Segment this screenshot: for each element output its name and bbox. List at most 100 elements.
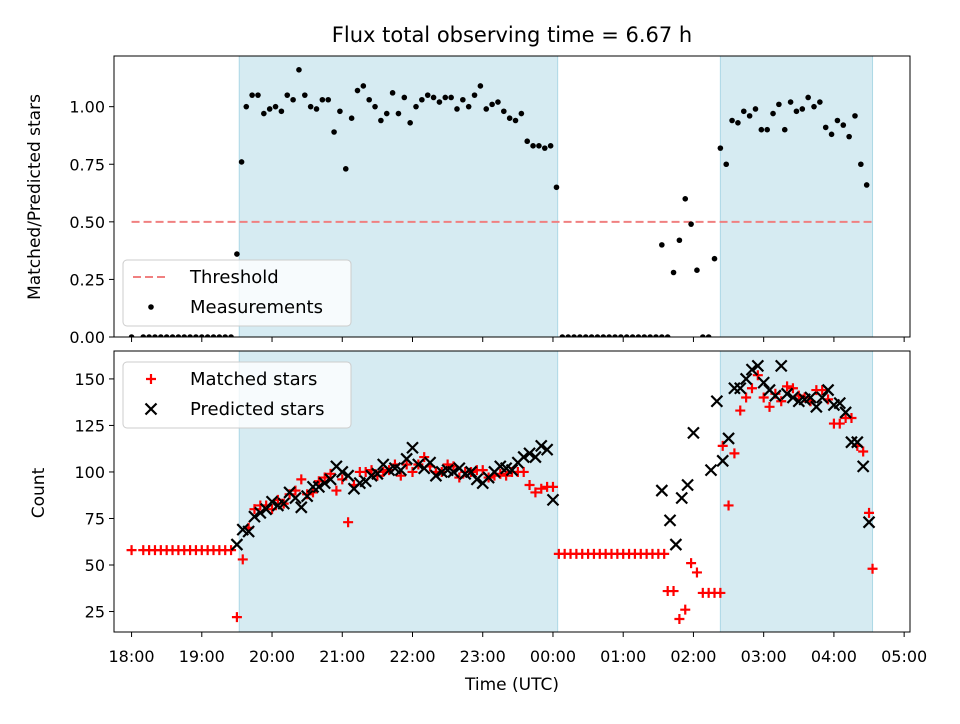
top-series-0-point-118 xyxy=(817,99,823,105)
top-series-0-point-55 xyxy=(454,106,460,112)
xtick-label-1: 19:00 xyxy=(179,647,225,666)
top-series-0-point-95 xyxy=(682,196,689,202)
top-series-0-point-73 xyxy=(559,334,566,337)
top-series-0-point-54 xyxy=(448,94,454,101)
top-series-0-point-76 xyxy=(577,334,583,337)
top-series-0-point-65 xyxy=(512,117,519,124)
xtick-label-0: 18:00 xyxy=(109,647,155,666)
bottom-series-1-point-66 xyxy=(733,381,747,395)
top-series-0-point-110 xyxy=(770,110,776,117)
xtick-label-3: 21:00 xyxy=(319,647,365,666)
top-series-0-point-126 xyxy=(863,182,870,188)
bottom-series-1-point-0 xyxy=(230,538,244,551)
bottom-series-0-point-113 xyxy=(787,383,798,394)
top-ytick-label-3: 0.75 xyxy=(69,155,105,174)
top-series-0-point-104 xyxy=(735,119,741,126)
top-ytick-label-4: 1.00 xyxy=(69,98,105,117)
top-series-0-point-24 xyxy=(272,103,279,110)
top-series-0-point-43 xyxy=(383,110,390,117)
top-series-0-point-22 xyxy=(261,110,267,117)
bottom-series-1-point-15 xyxy=(318,476,331,490)
bottom-series-0-point-93 xyxy=(674,613,685,624)
top-series-0-point-66 xyxy=(518,110,525,117)
bottom-series-0-point-126 xyxy=(864,507,875,518)
bottom-series-0-point-103 xyxy=(729,448,740,459)
top-series-0-point-89 xyxy=(653,334,659,337)
top-series-0-point-88 xyxy=(647,334,653,337)
bottom-series-1-point-56 xyxy=(663,514,677,527)
top-series-0-point-71 xyxy=(547,143,554,149)
bottom-series-0-point-16 xyxy=(226,545,237,556)
bottom-series-1-point-31 xyxy=(412,458,425,471)
top-series-0-point-57 xyxy=(465,103,472,110)
top-series-0-point-107 xyxy=(752,106,759,112)
bottom-series-0-point-59 xyxy=(477,465,488,476)
bottom-series-1-point-83 xyxy=(833,396,847,410)
top-series-0-point-115 xyxy=(799,106,806,112)
top-series-0-point-12 xyxy=(204,334,211,337)
bottom-series-1-point-74 xyxy=(780,387,794,401)
top-series-0-point-36 xyxy=(342,166,349,172)
bottom-series-1-point-49 xyxy=(517,450,530,464)
top-series-0-point-21 xyxy=(255,92,261,98)
top-series-0-point-14 xyxy=(216,334,223,337)
top-series-0-point-74 xyxy=(565,334,571,337)
top-series-0-point-109 xyxy=(764,126,770,133)
bottom-series-0-point-96 xyxy=(691,567,702,578)
top-series-0-point-78 xyxy=(588,334,595,337)
top-series-0-point-68 xyxy=(530,143,536,149)
top-series-0-point-56 xyxy=(460,96,466,103)
bottom-series-0-point-46 xyxy=(401,459,412,470)
top-series-0-point-94 xyxy=(676,237,683,244)
top-legend-box xyxy=(122,259,352,327)
top-series-0-point-58 xyxy=(471,92,478,98)
top-legend-label-1: Measurements xyxy=(190,297,323,318)
top-series-0-point-53 xyxy=(442,94,449,101)
top-series-0-point-32 xyxy=(319,96,326,103)
top-series-0-point-72 xyxy=(553,184,560,191)
top-plot-frame xyxy=(113,55,911,338)
top-series-0-point-47 xyxy=(407,119,413,126)
top-series-0-point-23 xyxy=(266,106,273,112)
bottom-series-1-point-80 xyxy=(815,391,829,404)
bottom-series-0-point-123 xyxy=(846,412,857,423)
bottom-series-0-point-69 xyxy=(536,483,547,494)
xtick-label-6: 00:00 xyxy=(530,647,576,666)
top-series-0-point-91 xyxy=(664,334,671,337)
bottom-series-0-point-127 xyxy=(867,563,878,574)
bottom-series-1-point-60 xyxy=(687,426,700,440)
bottom-series-0-point-17 xyxy=(231,612,242,623)
bottom-series-0-point-94 xyxy=(680,604,691,615)
bottom-ytick-label-3: 100 xyxy=(74,463,105,482)
bottom-series-1-point-57 xyxy=(669,538,683,551)
bottom-series-0-point-71 xyxy=(547,481,558,492)
top-series-0-point-100 xyxy=(711,255,718,262)
top-series-0-point-25 xyxy=(278,108,285,115)
top-series-0-point-18 xyxy=(238,159,245,165)
bottom-series-0-point-18 xyxy=(237,554,248,565)
top-series-0-point-120 xyxy=(828,131,835,138)
top-series-0-point-77 xyxy=(582,334,589,337)
bottom-legend-box xyxy=(122,361,352,429)
top-series-0-point-35 xyxy=(337,108,343,115)
bottom-series-1-point-2 xyxy=(242,525,255,538)
top-legend-label-0: Threshold xyxy=(189,267,279,288)
top-series-0-point-5 xyxy=(163,334,170,337)
top-series-0-point-97 xyxy=(694,267,700,274)
bottom-series-0-point-118 xyxy=(817,385,828,396)
top-series-0-point-114 xyxy=(793,108,800,115)
top-series-0-point-98 xyxy=(700,334,706,337)
bottom-series-1-point-61 xyxy=(704,463,718,477)
bottom-series-1-point-10 xyxy=(289,491,302,505)
top-series-0-point-10 xyxy=(193,334,199,337)
top-series-0-point-9 xyxy=(187,334,193,337)
top-series-0-point-87 xyxy=(641,334,648,337)
chart-title: Flux total observing time = 6.67 h xyxy=(332,23,692,47)
xtick-label-10: 04:00 xyxy=(811,647,857,666)
top-series-0-point-112 xyxy=(781,126,788,133)
top-series-0-point-105 xyxy=(740,108,747,115)
top-series-0-point-62 xyxy=(495,99,501,105)
top-series-0-point-125 xyxy=(858,161,864,168)
bottom-series-1-point-50 xyxy=(523,447,536,460)
